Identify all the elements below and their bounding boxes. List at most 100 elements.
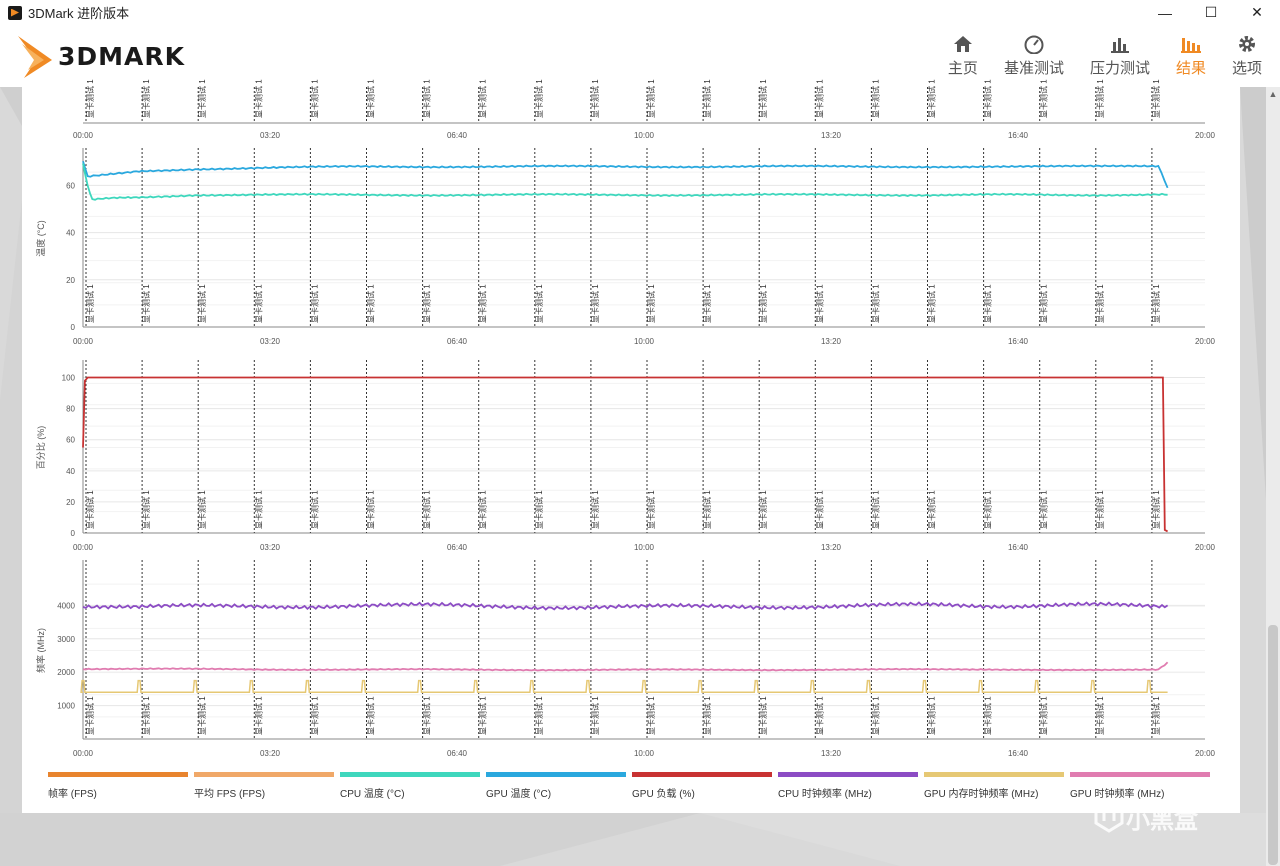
test-marker-label: 显卡测试 1 [590,490,600,529]
app-header: 3DMARK 主页 基准测试 压力测试 结果 选项 [0,25,1280,87]
test-marker-label: 显卡测试 1 [927,490,937,529]
top-strip-x-tick-label: 06:40 [447,131,468,140]
test-marker-label: 显卡测试 1 [1095,696,1105,735]
top-strip-marker-label: 显卡测试 1 [309,79,319,118]
top-strip-marker-label: 显卡测试 1 [253,79,263,118]
nav-item-stress-tests[interactable]: 压力测试 [1090,31,1150,78]
test-marker-label: 显卡测试 1 [366,490,376,529]
window-title: 3DMark 进阶版本 [28,6,130,21]
top-strip-marker-label: 显卡测试 1 [141,79,151,118]
test-marker-label: 显卡测试 1 [141,284,151,323]
y-tick-label: 0 [71,529,76,538]
legend-swatch-fps [48,772,188,777]
test-marker-label: 显卡测试 1 [702,284,712,323]
legend-item-gpu-temp[interactable]: GPU 温度 (°C) [486,772,626,800]
legend-item-cpu-clock[interactable]: CPU 时钟频率 (MHz) [778,772,918,800]
x-tick-label: 10:00 [634,543,655,552]
maximize-button[interactable]: ☐ [1204,4,1218,20]
top-strip-marker-label: 显卡测试 1 [197,79,207,118]
legend-swatch-gpu-temp [486,772,626,777]
scroll-thumb[interactable] [1268,625,1278,865]
scroll-up-icon[interactable]: ▲ [1268,89,1278,99]
test-marker-label: 显卡测试 1 [983,696,993,735]
chart-legend: 帧率 (FPS) 平均 FPS (FPS) CPU 温度 (°C) GPU 温度… [48,772,1218,802]
test-marker-label: 显卡测试 1 [253,696,263,735]
x-tick-label: 06:40 [447,543,468,552]
test-marker-label: 显卡测试 1 [646,284,656,323]
title-bar: 3DMark 进阶版本 — ☐ ✕ [0,0,1280,25]
test-marker-label: 显卡测试 1 [309,696,319,735]
top-strip-x-tick-label: 13:20 [821,131,842,140]
minimize-button[interactable]: — [1158,4,1172,21]
legend-item-cpu-temp[interactable]: CPU 温度 (°C) [340,772,480,800]
legend-label-avg-fps: 平均 FPS (FPS) [194,789,266,800]
y-tick-label: 40 [66,229,75,238]
top-strip-marker-label: 显卡测试 1 [870,79,880,118]
y-tick-label: 4000 [57,601,75,610]
top-strip-marker-label: 显卡测试 1 [590,79,600,118]
y-axis-label: 百分比 (%) [35,426,46,470]
y-axis-label: 频率 (MHz) [35,628,46,673]
y-tick-label: 1000 [57,702,75,711]
legend-item-gpu-mem-clock[interactable]: GPU 内存时钟频率 (MHz) [924,772,1064,800]
x-tick-label: 20:00 [1195,543,1216,552]
top-strip-marker-label: 显卡测试 1 [702,79,712,118]
top-strip-marker-label: 显卡测试 1 [758,79,768,118]
x-tick-label: 03:20 [260,543,281,552]
nav-label-options: 选项 [1231,60,1262,77]
test-marker-label: 显卡测试 1 [1039,490,1049,529]
test-marker-label: 显卡测试 1 [197,490,207,529]
legend-item-gpu-clock[interactable]: GPU 时钟频率 (MHz) [1070,772,1210,800]
3dmark-logo[interactable]: 3DMARK [16,31,185,81]
test-marker-label: 显卡测试 1 [478,696,488,735]
x-tick-label: 16:40 [1008,749,1029,758]
y-tick-label: 20 [66,276,75,285]
y-tick-label: 2000 [57,668,75,677]
series-line-gpu-load [82,376,1169,533]
test-marker-label: 显卡测试 1 [927,284,937,323]
logo-flame-icon [18,36,52,78]
gauge-icon [1024,35,1044,54]
legend-label-cpu-temp: CPU 温度 (°C) [340,789,405,800]
watermark-text: 小黑盒 [1126,807,1198,834]
legend-item-fps[interactable]: 帧率 (FPS) [48,772,188,800]
test-marker-label: 显卡测试 1 [422,490,432,529]
test-marker-label: 显卡测试 1 [927,696,937,735]
nav-label-results: 结果 [1175,60,1206,77]
series-line-cpu-clock [82,601,1169,611]
results-icon [1180,38,1201,53]
test-marker-label: 显卡测试 1 [758,696,768,735]
test-marker-label: 显卡测试 1 [197,696,207,735]
legend-label-gpu-clock: GPU 时钟频率 (MHz) [1070,789,1165,800]
test-marker-label: 显卡测试 1 [590,696,600,735]
test-marker-label: 显卡测试 1 [1151,490,1161,529]
test-marker-label: 显卡测试 1 [309,284,319,323]
legend-item-gpu-load[interactable]: GPU 负载 (%) [632,772,772,800]
vertical-scrollbar[interactable]: ▲ [1266,87,1280,866]
test-marker-label: 显卡测试 1 [814,490,824,529]
nav-item-home[interactable]: 主页 [948,31,978,78]
logo-text: 3DMARK [58,41,185,71]
legend-label-gpu-temp: GPU 温度 (°C) [486,789,552,800]
watermark: 小黑盒 [1092,800,1198,835]
nav-item-options[interactable]: 选项 [1232,31,1262,78]
nav-label-benchmarks: 基准测试 [1003,60,1064,77]
test-marker-label: 显卡测试 1 [870,490,880,529]
test-marker-label: 显卡测试 1 [814,696,824,735]
legend-swatch-cpu-temp [340,772,480,777]
x-tick-label: 13:20 [821,749,842,758]
test-marker-label: 显卡测试 1 [85,696,95,735]
series-line-gpu-mem-clock [80,679,1168,693]
test-marker-label: 显卡测试 1 [758,284,768,323]
nav-item-results[interactable]: 结果 [1176,31,1206,78]
x-tick-label: 20:00 [1195,337,1216,346]
legend-item-avg-fps[interactable]: 平均 FPS (FPS) [194,772,334,800]
legend-swatch-gpu-mem-clock [924,772,1064,777]
nav-item-benchmarks[interactable]: 基准测试 [1004,31,1064,78]
close-button[interactable]: ✕ [1251,4,1263,20]
top-strip-marker-label: 显卡测试 1 [85,79,95,118]
series-line-gpu-temp [82,160,1169,189]
top-strip-x-tick-label: 10:00 [634,131,655,140]
top-strip-marker-label: 显卡测试 1 [983,79,993,118]
test-marker-label: 显卡测试 1 [534,490,544,529]
